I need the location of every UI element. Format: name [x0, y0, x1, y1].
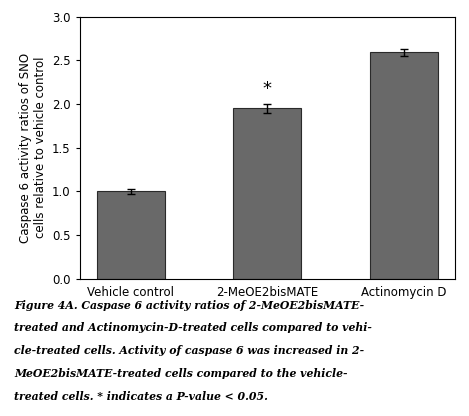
- Text: *: *: [263, 80, 272, 98]
- Bar: [370, 52, 438, 279]
- Bar: [97, 191, 165, 279]
- Text: cle-treated cells. Activity of caspase 6 was increased in 2-: cle-treated cells. Activity of caspase 6…: [14, 345, 364, 356]
- Bar: [233, 108, 302, 279]
- Text: treated cells. * indicates a P-value < 0.05.: treated cells. * indicates a P-value < 0…: [14, 391, 268, 402]
- Text: treated and Actinomycin-D-treated cells compared to vehi-: treated and Actinomycin-D-treated cells …: [14, 322, 372, 333]
- Text: Figure 4A. Caspase 6 activity ratios of 2-MeOE2bisMATE-: Figure 4A. Caspase 6 activity ratios of …: [14, 300, 364, 310]
- Y-axis label: Caspase 6 activity ratios of SNO
cells relative to vehicle control: Caspase 6 activity ratios of SNO cells r…: [18, 52, 46, 243]
- Text: MeOE2bisMATE-treated cells compared to the vehicle-: MeOE2bisMATE-treated cells compared to t…: [14, 368, 348, 379]
